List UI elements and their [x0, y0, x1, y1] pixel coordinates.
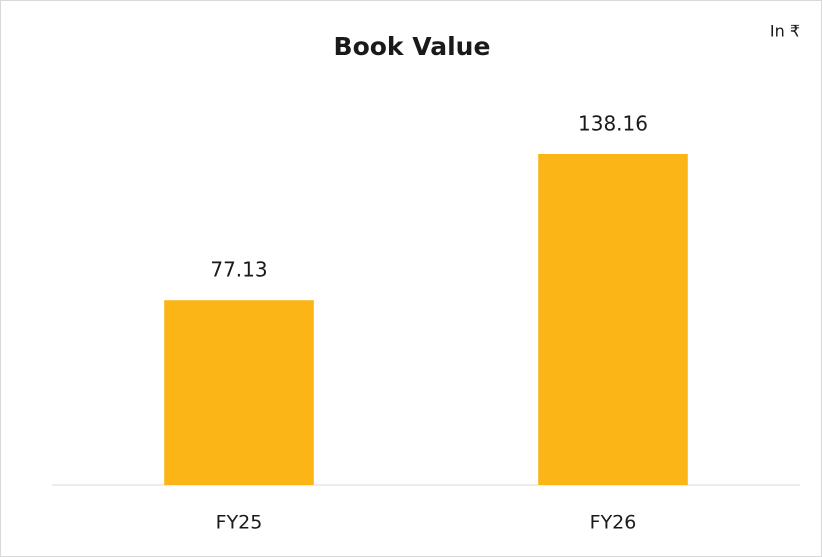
data-label: 138.16: [578, 112, 648, 136]
x-tick-label: FY26: [590, 512, 637, 534]
unit-note: In ₹: [770, 22, 800, 41]
x-tick-label: FY25: [216, 512, 263, 534]
chart-title: Book Value: [334, 32, 491, 61]
bar: [164, 300, 314, 485]
data-label: 77.13: [210, 258, 267, 282]
bar: [538, 154, 688, 485]
